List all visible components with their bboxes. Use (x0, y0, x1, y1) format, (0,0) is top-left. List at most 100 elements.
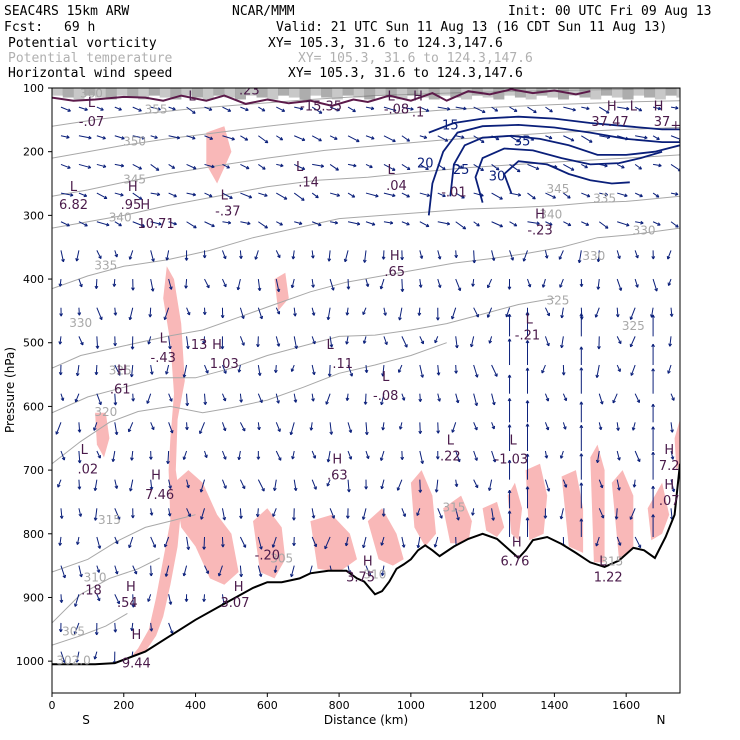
wind-vector-head (255, 513, 260, 518)
wind-vector (222, 106, 231, 112)
wind-vector (114, 393, 117, 406)
wind-vector (168, 192, 177, 198)
wind-vector (629, 508, 636, 520)
wind-vector-head (499, 196, 503, 200)
wind-vector-head (356, 138, 360, 143)
x-axis-label: Distance (km) (324, 713, 408, 727)
wind-vector (473, 250, 475, 263)
wind-vector-head (182, 572, 187, 577)
wind-vector (200, 479, 205, 493)
wind-vector (397, 479, 403, 491)
wind-vector-head (651, 256, 656, 260)
wind-vector-head (292, 542, 296, 546)
wind-vector (435, 479, 439, 493)
wind-vector-head (586, 193, 591, 198)
wind-vector-head (79, 283, 83, 288)
wind-vector (132, 192, 143, 200)
pv-extremum-label: H (341, 74, 351, 89)
wind-vector (258, 192, 268, 197)
wind-vector-head (154, 135, 158, 139)
wind-vector-head (348, 456, 353, 460)
wind-vector-head (301, 166, 306, 171)
wind-vector-head (327, 373, 332, 377)
wind-vector (634, 106, 642, 112)
wind-vector-head (60, 397, 65, 401)
wind-vector-head (283, 196, 288, 200)
pv-extremum-label: H (332, 453, 342, 468)
wind-vector-head (362, 544, 366, 549)
wind-vector-head (77, 312, 82, 316)
wind-vector-head (612, 399, 616, 404)
wind-vector (199, 422, 205, 434)
wind-vector (150, 135, 158, 139)
wind-vector (114, 221, 122, 227)
wind-vector-head (604, 192, 609, 197)
upper-shading-cell (288, 88, 300, 98)
wind-vector-head (220, 315, 225, 319)
wind-vector-head (127, 428, 132, 433)
theta-label: 360 (80, 87, 103, 101)
wind-vector-head (507, 338, 512, 342)
wind-vector-head (273, 569, 278, 573)
wind-vector (114, 508, 121, 520)
wind-vector-head (80, 341, 84, 346)
wind-vector-head (227, 220, 232, 225)
wind-vector-head (264, 139, 269, 144)
upper-shading-cell (138, 88, 150, 100)
wind-vector (276, 163, 284, 167)
wind-vector-head (261, 108, 266, 112)
wind-vector-head (570, 167, 575, 171)
wind-vector-head (202, 255, 207, 259)
upper-shading-cell (181, 88, 193, 96)
wind-speed-contour-20 (427, 123, 680, 216)
wind-vector (96, 192, 108, 199)
upper-shading-cell (364, 88, 376, 100)
wind-vector-head (675, 192, 679, 196)
wind-vector-head (169, 286, 173, 290)
wind-vector-head (637, 544, 642, 549)
wind-vector (473, 479, 479, 488)
pv-extremum-label: H (654, 99, 664, 114)
theta-contour-320 (52, 342, 447, 465)
wind-vector (455, 163, 463, 169)
wind-vector (598, 393, 603, 405)
wind-vector (222, 221, 231, 224)
wind-vector-head (222, 516, 227, 521)
wind-vector (509, 164, 521, 173)
wind-vector-head (293, 399, 298, 403)
wind-vector (258, 164, 266, 170)
wind-vector (401, 279, 403, 292)
wind-vector-head (364, 431, 369, 436)
wind-vector (329, 336, 333, 348)
wind-vector-head (561, 372, 566, 376)
wind-vector-head (426, 193, 431, 197)
wind-vector (455, 479, 458, 487)
wind-vector (60, 565, 66, 579)
wind-vector (634, 164, 642, 170)
wind-vector-head (471, 512, 475, 516)
wind-vector-head (151, 258, 155, 262)
pv-extremum-label: .18 (81, 583, 102, 598)
wind-vector (598, 221, 609, 229)
wind-vector-head (280, 163, 284, 168)
wind-vector (419, 450, 424, 464)
wind-vector (670, 192, 679, 195)
field-xy-wind: XY= 105.3, 31.6 to 124.3,147.6 (288, 66, 523, 81)
tropopause-line (52, 88, 591, 107)
wind-vector-head (347, 489, 351, 493)
wind-vector (129, 479, 134, 492)
wind-vector (276, 106, 285, 112)
wind-vector-head (298, 221, 303, 226)
wind-vector (275, 336, 280, 347)
upper-shading-cell (418, 88, 430, 98)
pv-extremum-label: -1.03 (495, 453, 529, 468)
wind-vector (293, 192, 305, 201)
wind-vector (186, 192, 196, 196)
pv-extremum-label: L (526, 313, 534, 328)
wind-vector-head (644, 135, 648, 140)
wind-vector (258, 135, 269, 144)
wind-vector (653, 163, 662, 167)
wind-vector (455, 278, 461, 291)
wind-vector (221, 364, 227, 374)
wind-speed-label: 30 (489, 169, 506, 184)
